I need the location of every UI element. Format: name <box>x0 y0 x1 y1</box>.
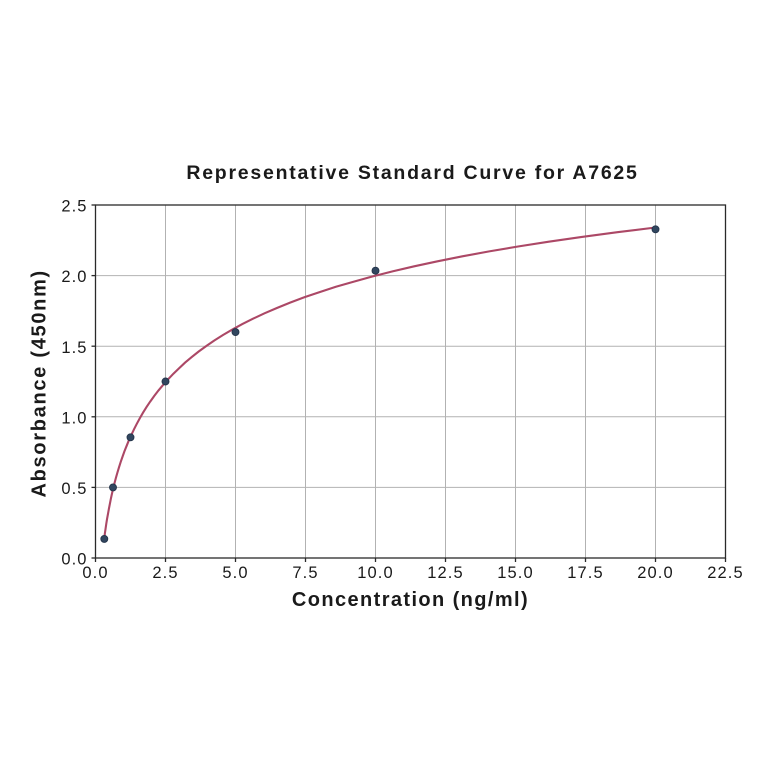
svg-text:Concentration (ng/ml): Concentration (ng/ml) <box>292 589 529 611</box>
svg-text:0.0: 0.0 <box>82 564 108 582</box>
svg-text:0.5: 0.5 <box>61 480 87 498</box>
svg-text:15.0: 15.0 <box>497 564 534 582</box>
svg-text:17.5: 17.5 <box>567 564 604 582</box>
svg-text:5.0: 5.0 <box>222 564 248 582</box>
svg-text:0.0: 0.0 <box>61 551 87 569</box>
svg-text:2.5: 2.5 <box>152 564 178 582</box>
svg-text:1.0: 1.0 <box>61 409 87 427</box>
svg-text:7.5: 7.5 <box>292 564 318 582</box>
svg-text:12.5: 12.5 <box>427 564 464 582</box>
svg-text:Representative Standard Curve: Representative Standard Curve for A7625 <box>186 162 638 184</box>
svg-text:2.0: 2.0 <box>61 268 87 286</box>
svg-text:1.5: 1.5 <box>61 339 87 357</box>
svg-text:10.0: 10.0 <box>357 564 394 582</box>
svg-text:20.0: 20.0 <box>637 564 674 582</box>
svg-text:Absorbance (450nm): Absorbance (450nm) <box>28 269 50 497</box>
svg-text:22.5: 22.5 <box>707 564 744 582</box>
svg-text:2.5: 2.5 <box>61 198 87 216</box>
